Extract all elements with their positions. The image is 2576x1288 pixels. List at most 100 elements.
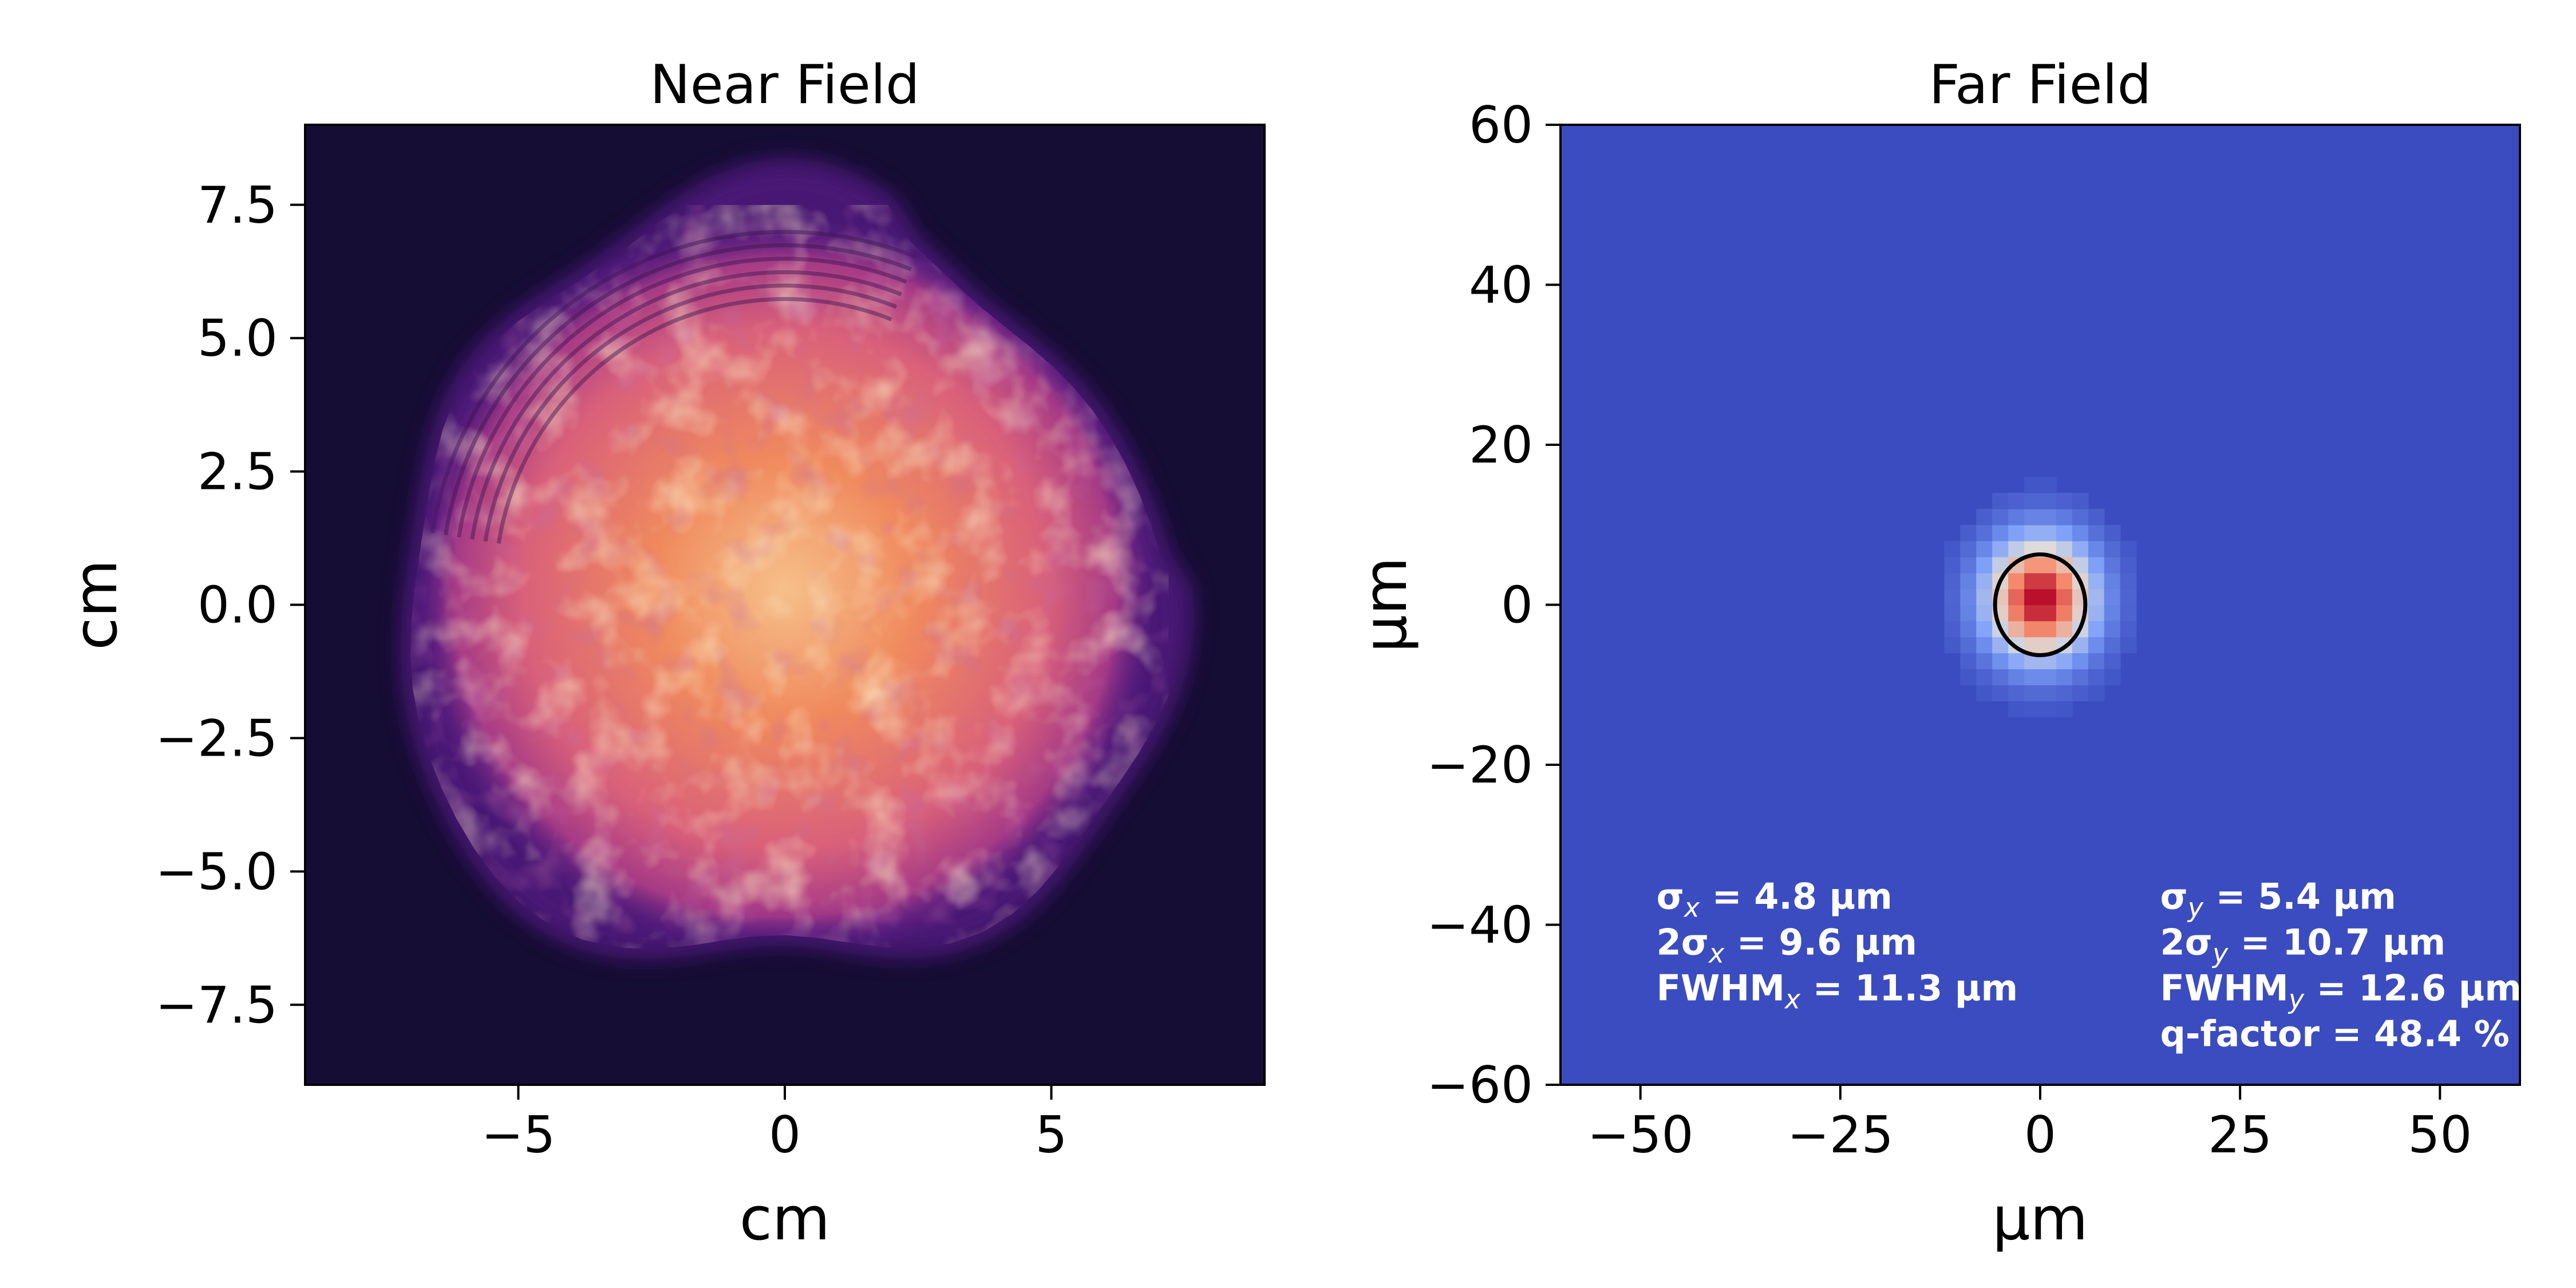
spot-pixel <box>2008 701 2025 717</box>
spot-pixel <box>2104 669 2121 686</box>
stats-subscript: x <box>1784 984 1801 1015</box>
spot-pixel <box>2056 508 2073 526</box>
spot-pixel <box>2040 685 2057 701</box>
spot-pixel <box>1944 556 1961 574</box>
spot-pixel <box>2040 588 2057 606</box>
spot-pixel <box>2056 492 2073 509</box>
stats-prefix: 2σ <box>1657 922 1709 963</box>
spot-pixel <box>1960 637 1977 654</box>
near-field-image <box>305 125 1265 1085</box>
spot-pixels <box>1944 476 2137 717</box>
spot-pixel <box>2104 588 2121 606</box>
spot-pixel <box>2088 653 2105 670</box>
spot-pixel <box>2008 588 2025 606</box>
spot-pixel <box>2104 621 2121 638</box>
spot-pixel <box>2008 685 2025 701</box>
stats-right-line: FWHMy = 12.6 µm <box>2160 967 2522 1015</box>
spot-pixel <box>2040 556 2057 574</box>
spot-pixel <box>2104 540 2121 558</box>
spot-pixel <box>1992 540 2009 558</box>
x-tick-label: 5 <box>1036 1105 1068 1164</box>
spot-pixel <box>2088 524 2105 542</box>
spot-pixel <box>2088 605 2105 622</box>
spot-pixel <box>1976 572 1993 590</box>
y-tick-label: −5.0 <box>155 842 278 901</box>
stats-right-line: σy = 5.4 µm <box>2160 876 2396 923</box>
spot-pixel <box>2024 605 2041 622</box>
spot-pixel <box>1992 492 2009 509</box>
spot-pixel <box>2008 508 2025 526</box>
spot-pixel <box>2072 524 2089 542</box>
y-axis-label: µm <box>1350 557 1420 653</box>
stats-rest: = 12.6 µm <box>2304 967 2522 1009</box>
spot-pixel <box>2104 556 2121 574</box>
near-field-panel: −5 0 5 −7.5 −5.0 −2.5 0.0 2.5 5.0 7.5 Near Field cm… <box>61 54 1266 1254</box>
diffraction-ring <box>443 243 912 536</box>
diffraction-ring <box>470 270 902 540</box>
y-tick-label: −40 <box>1427 896 1533 955</box>
spot-pixel <box>2056 621 2073 638</box>
spot-pixel <box>2120 572 2137 590</box>
y-axis-label: cm <box>61 559 131 650</box>
spot-pixel <box>2008 653 2025 670</box>
spot-pixel <box>2120 540 2137 558</box>
spot-pixel <box>2088 621 2105 638</box>
spot-pixel <box>2008 605 2025 622</box>
stats-subscript: y <box>2187 892 2204 923</box>
spot-pixel <box>2008 572 2025 590</box>
spot-pixel <box>1944 621 1961 638</box>
spot-pixel <box>1976 588 1993 606</box>
spot-pixel <box>1992 508 2009 526</box>
spot-pixel <box>1960 605 1977 622</box>
spot-pixel <box>1960 621 1977 638</box>
spot-pixel <box>2008 492 2025 509</box>
spot-pixel <box>2056 588 2073 606</box>
spot-pixel <box>1960 669 1977 686</box>
y-tick-label: −2.5 <box>155 709 278 768</box>
spot-pixel <box>1976 605 1993 622</box>
y-tick-label: −60 <box>1427 1056 1533 1115</box>
y-tick-label: −7.5 <box>155 975 278 1034</box>
spot-pixel <box>2120 605 2137 622</box>
spot-pixel <box>2056 605 2073 622</box>
spot-pixel <box>1944 637 1961 654</box>
spot-pixel <box>2072 653 2089 670</box>
spot-pixel <box>2040 508 2057 526</box>
spot-pixel <box>1960 556 1977 574</box>
spot-pixel <box>2008 540 2025 558</box>
spot-pixel <box>1960 524 1977 542</box>
spot-pixel <box>2040 637 2057 654</box>
spot-pixel <box>1976 508 1993 526</box>
stats-left-line: 2σx = 9.6 µm <box>1657 922 1917 969</box>
spot-pixel <box>1960 572 1977 590</box>
spot-pixel <box>1976 653 1993 670</box>
spot-pixel <box>2024 588 2041 606</box>
spot-pixel <box>2024 669 2041 686</box>
spot-pixel <box>2056 524 2073 542</box>
x-tick-label: 0 <box>2024 1105 2056 1164</box>
spot-pixel <box>2104 572 2121 590</box>
stats-rest: = 4.8 µm <box>1700 876 1893 918</box>
spot-pixel <box>2120 621 2137 638</box>
x-axis-label: cm <box>740 1184 831 1254</box>
spot-pixel <box>2088 685 2105 701</box>
spot-pixel <box>2120 556 2137 574</box>
spot-pixel <box>2056 685 2073 701</box>
y-tick-label: 5.0 <box>197 309 278 368</box>
spot-pixel <box>1960 540 1977 558</box>
spot-pixel <box>1944 605 1961 622</box>
spot-pixel <box>2040 621 2057 638</box>
spot-pixel <box>2008 621 2025 638</box>
spot-pixel <box>2040 476 2057 493</box>
spot-pixel <box>2024 524 2041 542</box>
stats-rest: = 11.3 µm <box>1800 967 2018 1009</box>
y-tick-label: 40 <box>1469 256 1533 315</box>
spot-pixel <box>2056 653 2073 670</box>
spot-pixel <box>2120 637 2137 654</box>
spot-pixel <box>2088 556 2105 574</box>
spot-pixel <box>2072 685 2089 701</box>
fwhm-ellipse <box>1993 552 2088 657</box>
spot-pixel <box>2024 621 2041 638</box>
